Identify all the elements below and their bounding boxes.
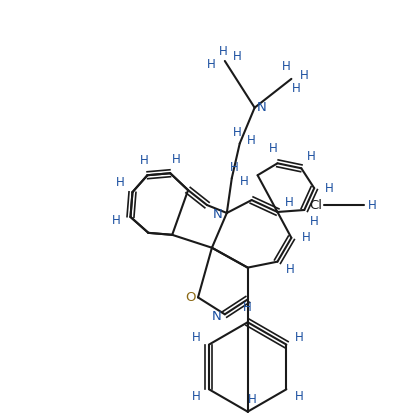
Text: H: H [116, 176, 125, 189]
Text: N: N [213, 209, 222, 222]
Text: H: H [268, 142, 277, 155]
Text: H: H [233, 126, 241, 139]
Text: H: H [111, 215, 120, 228]
Text: H: H [206, 59, 215, 72]
Text: H: H [191, 390, 200, 403]
Text: H: H [191, 331, 200, 344]
Text: H: H [367, 199, 375, 212]
Text: H: H [284, 196, 292, 209]
Text: H: H [291, 82, 300, 95]
Text: H: H [229, 161, 237, 174]
Text: H: H [301, 231, 310, 244]
Text: H: H [247, 134, 255, 147]
Text: H: H [218, 44, 227, 57]
Text: N: N [211, 310, 221, 323]
Text: H: H [240, 175, 249, 188]
Text: H: H [171, 153, 180, 166]
Text: H: H [309, 215, 318, 228]
Text: H: H [139, 154, 148, 167]
Text: H: H [294, 331, 303, 344]
Text: H: H [285, 264, 294, 277]
Text: O: O [184, 291, 195, 304]
Text: H: H [294, 390, 303, 403]
Text: H: H [243, 301, 251, 314]
Text: Cl: Cl [309, 199, 322, 212]
Text: H: H [282, 60, 290, 73]
Text: H: H [306, 150, 314, 163]
Text: N: N [256, 101, 266, 114]
Text: H: H [232, 49, 241, 62]
Text: H: H [324, 182, 333, 195]
Text: H: H [248, 393, 256, 406]
Text: H: H [299, 70, 308, 83]
